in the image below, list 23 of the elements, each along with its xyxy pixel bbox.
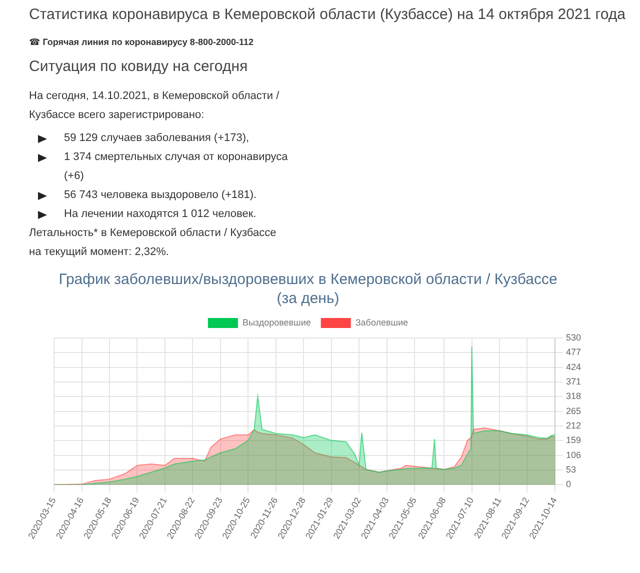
legend-label: Заболевшие <box>355 317 408 328</box>
legend-label: Выздоровевшие <box>242 317 311 328</box>
y-tick-label: 477 <box>566 347 582 358</box>
y-tick-label: 0 <box>566 479 571 490</box>
text: Ситуация по ковиду на сегодня <box>29 58 249 75</box>
text: 1 374 смертельных случая от коронавируса (+6) <box>64 150 288 184</box>
text: На сегодня, 14.10.2021, в Кемеровской области / Кузбассе всего зарегистрировано: <box>29 89 280 123</box>
chart-title: График заболевших/выздоровевших в Кемеровской области / Кузбассе (за день) <box>58 270 558 308</box>
text: 59 129 случаев заболевания (+173), <box>64 131 250 146</box>
y-tick-label: 424 <box>566 362 582 372</box>
y-tick-label: 371 <box>566 376 582 387</box>
y-tick-label: 318 <box>566 391 582 402</box>
y-tick-label: 530 <box>566 332 582 342</box>
text: ☎ Горячая линия по коронавирусу 8-800-2000-112 <box>29 37 254 48</box>
y-tick-label: 159 <box>566 435 582 446</box>
text: Статистика коронавируса в Кемеровской области (Кузбассе) на 14 октября 2021 года <box>29 6 627 23</box>
y-tick-label: 212 <box>566 420 582 431</box>
text: 56 743 человека выздоровело (+181). <box>64 188 257 203</box>
text: На лечении находятся 1 012 человек. <box>64 207 256 222</box>
y-tick-label: 53 <box>566 464 576 475</box>
y-tick-label: 106 <box>566 450 582 460</box>
text: Летальность* в Кемеровской области / Кузбассе на текущий момент: 2,32%. <box>29 226 278 260</box>
y-tick-label: 265 <box>566 406 582 416</box>
